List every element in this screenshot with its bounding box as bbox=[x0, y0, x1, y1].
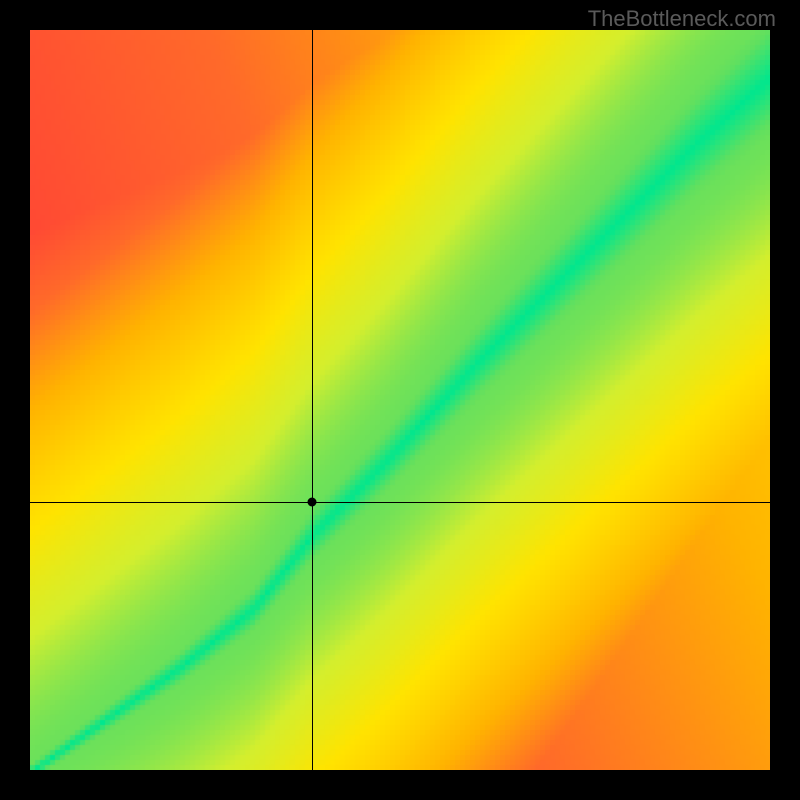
crosshair-horizontal bbox=[30, 502, 770, 503]
chart-container: TheBottleneck.com bbox=[0, 0, 800, 800]
marker-dot bbox=[307, 498, 316, 507]
plot-area bbox=[30, 30, 770, 770]
crosshair-vertical bbox=[312, 30, 313, 770]
heatmap-canvas bbox=[30, 30, 770, 770]
watermark-text: TheBottleneck.com bbox=[588, 6, 776, 32]
